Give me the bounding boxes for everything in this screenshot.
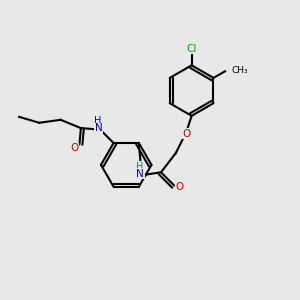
Text: H: H xyxy=(94,116,101,126)
Text: O: O xyxy=(70,143,78,153)
Text: CH₃: CH₃ xyxy=(232,66,248,75)
Text: H: H xyxy=(136,162,143,172)
Text: N: N xyxy=(136,169,144,179)
Text: O: O xyxy=(176,182,184,192)
Text: O: O xyxy=(182,129,190,139)
Text: N: N xyxy=(95,123,103,133)
Text: Cl: Cl xyxy=(186,44,197,54)
